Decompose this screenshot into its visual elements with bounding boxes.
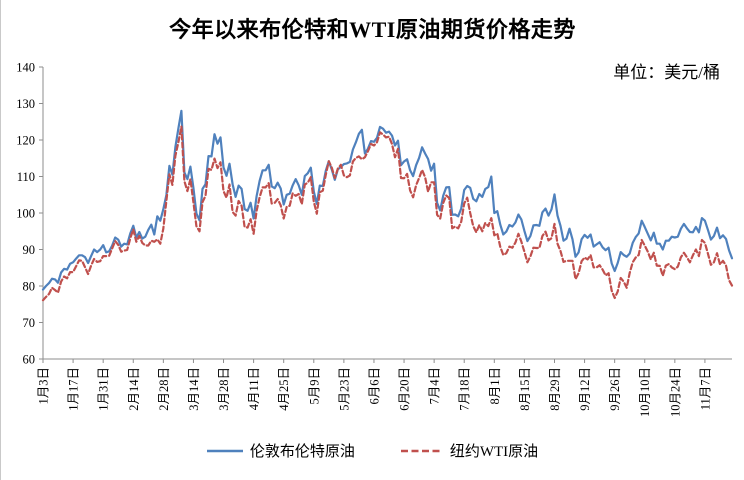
wti-series-line xyxy=(41,125,734,302)
x-tick-label: 9月26日 xyxy=(608,367,622,411)
x-tick-label: 2月28日 xyxy=(157,367,171,411)
x-tick-label: 3月14日 xyxy=(187,367,201,411)
chart-legend: 伦敦布伦特原油 纽约WTI原油 xyxy=(1,440,744,461)
y-tick-label: 130 xyxy=(16,97,35,111)
x-tick-label: 4月11日 xyxy=(247,367,261,410)
x-tick-label: 6月20日 xyxy=(398,367,412,411)
y-tick-label: 140 xyxy=(16,61,35,75)
x-tick-label: 8月29日 xyxy=(548,367,562,411)
x-tick-label: 5月23日 xyxy=(337,367,351,411)
y-tick-label: 80 xyxy=(23,280,36,294)
unit-label: 单位：美元/桶 xyxy=(613,63,720,82)
x-tick-label: 6月6日 xyxy=(367,367,381,405)
y-tick-label: 60 xyxy=(23,353,36,367)
x-tick-label: 3月28日 xyxy=(217,367,231,411)
x-tick-label: 11月7日 xyxy=(698,367,712,410)
legend-label-wti: 纽约WTI原油 xyxy=(449,444,539,460)
legend-label-brent: 伦敦布伦特原油 xyxy=(249,444,355,460)
x-tick-label: 10月24日 xyxy=(668,367,682,417)
wti-dashed-line-swatch-icon xyxy=(400,449,443,452)
y-tick-label: 100 xyxy=(16,207,35,221)
x-tick-label: 9月12日 xyxy=(578,367,592,411)
x-tick-label: 7月18日 xyxy=(458,367,472,411)
x-tick-label: 1月31日 xyxy=(97,367,111,411)
y-tick-label: 120 xyxy=(16,134,35,148)
y-tick-label: 90 xyxy=(23,243,36,257)
x-tick-label: 10月10日 xyxy=(638,367,652,417)
brent-line-swatch-icon xyxy=(206,449,243,452)
page-title: 今年以来布伦特和WTI原油期货价格走势 xyxy=(169,17,576,42)
x-tick-label: 1月3日 xyxy=(37,367,51,405)
legend-item-brent: 伦敦布伦特原油 xyxy=(206,440,355,461)
x-tick-label: 2月14日 xyxy=(127,367,141,411)
legend-item-wti: 纽约WTI原油 xyxy=(400,440,539,461)
x-tick-label: 1月17日 xyxy=(67,367,81,411)
x-tick-label: 8月15日 xyxy=(518,367,532,411)
x-tick-label: 5月9日 xyxy=(307,367,321,405)
y-tick-label: 110 xyxy=(17,170,35,184)
x-tick-label: 8月1日 xyxy=(488,367,502,405)
x-tick-label: 4月25日 xyxy=(277,367,291,411)
x-tick-label: 7月4日 xyxy=(428,367,442,405)
y-tick-label: 70 xyxy=(23,316,36,330)
brent-series-line xyxy=(41,109,734,291)
